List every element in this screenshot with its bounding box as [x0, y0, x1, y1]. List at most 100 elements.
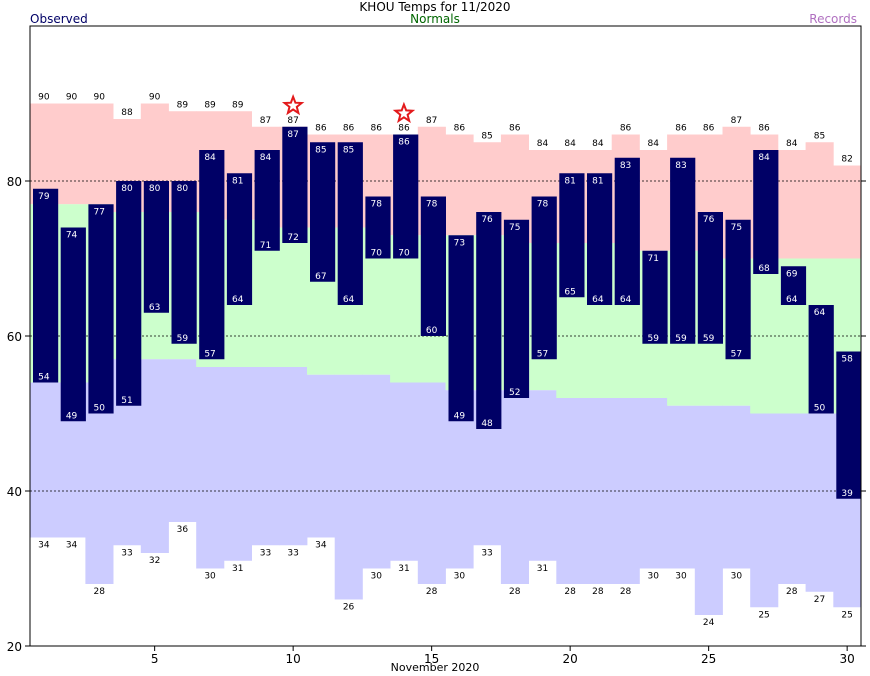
observed-high-label: 58	[841, 355, 853, 365]
observed-high-label: 78	[371, 200, 383, 210]
observed-low-label: 51	[121, 396, 132, 406]
record-low-label: 26	[343, 603, 355, 613]
observed-bar	[503, 219, 530, 398]
record-high-label: 87	[731, 116, 742, 126]
record-high-label: 86	[454, 124, 466, 134]
record-low-label: 30	[675, 572, 687, 582]
record-high-band	[500, 134, 529, 236]
record-low-label: 30	[454, 572, 466, 582]
observed-high-label: 83	[675, 161, 686, 171]
record-high-label: 86	[758, 124, 770, 134]
observed-low-label: 57	[731, 349, 742, 359]
legend-normals: Normals	[410, 12, 460, 26]
record-low-label: 28	[564, 587, 576, 597]
record-low-band	[334, 374, 363, 600]
observed-low-label: 49	[454, 411, 466, 421]
record-high-label: 84	[564, 139, 576, 149]
observed-bar	[448, 235, 474, 422]
observed-high-label: 87	[287, 130, 298, 140]
record-high-label: 85	[481, 131, 492, 141]
observed-low-label: 63	[149, 303, 160, 313]
record-low-label: 25	[758, 610, 769, 620]
observed-bar	[282, 126, 308, 243]
record-high-label: 84	[537, 139, 549, 149]
record-low-band	[750, 413, 779, 608]
observed-low-label: 72	[287, 233, 298, 243]
record-low-label: 28	[592, 587, 604, 597]
observed-low-label: 64	[232, 295, 244, 305]
record-low-label: 28	[426, 587, 438, 597]
record-low-band	[500, 390, 529, 584]
record-low-label: 30	[371, 572, 383, 582]
y-tick-label: 20	[7, 640, 22, 654]
record-high-label: 84	[648, 139, 660, 149]
record-low-label: 36	[177, 525, 189, 535]
record-low-band	[390, 382, 419, 561]
record-low-label: 33	[121, 548, 132, 558]
record-low-label: 32	[149, 556, 160, 566]
observed-bar	[697, 212, 723, 344]
observed-low-label: 65	[564, 287, 575, 297]
record-high-label: 88	[121, 108, 133, 118]
observed-high-label: 80	[121, 184, 133, 194]
y-tick-label: 40	[7, 485, 22, 499]
record-low-label: 28	[94, 587, 106, 597]
observed-high-label: 81	[564, 176, 575, 186]
record-stars	[281, 93, 416, 124]
record-low-label: 33	[287, 548, 298, 558]
observed-low-label: 70	[371, 249, 383, 259]
record-high-label: 86	[343, 124, 355, 134]
x-axis-label: November 2020	[390, 661, 480, 674]
record-low-band	[223, 367, 252, 561]
observed-bar	[365, 196, 391, 259]
record-low-band	[417, 382, 446, 584]
chart-title: KHOU Temps for 11/2020	[359, 0, 511, 14]
observed-high-label: 84	[260, 153, 272, 163]
record-low-band	[694, 405, 723, 615]
record-high-band	[639, 150, 668, 251]
observed-low-label: 48	[481, 419, 493, 429]
observed-high-label: 81	[592, 176, 603, 186]
record-high-band	[777, 150, 806, 259]
x-tick-label: 5	[151, 652, 159, 666]
x-tick-label: 15	[424, 652, 439, 666]
record-low-band	[528, 390, 557, 561]
record-low-label: 28	[620, 587, 632, 597]
observed-high-label: 74	[66, 231, 78, 241]
x-tick-label: 30	[840, 652, 855, 666]
observed-bar	[310, 142, 336, 282]
observed-high-label: 79	[38, 192, 50, 202]
observed-low-label: 64	[786, 295, 798, 305]
observed-high-label: 78	[537, 200, 549, 210]
observed-bar	[143, 181, 169, 313]
record-low-band	[362, 374, 391, 569]
normal-band	[390, 235, 419, 383]
record-high-band	[30, 103, 59, 205]
observed-low-label: 57	[537, 349, 548, 359]
record-low-label: 34	[38, 541, 50, 551]
x-tick-label: 25	[701, 652, 716, 666]
observed-high-label: 71	[648, 254, 659, 264]
observed-low-label: 49	[66, 411, 78, 421]
record-high-label: 89	[204, 100, 216, 110]
record-high-label: 86	[620, 124, 632, 134]
observed-low-label: 59	[648, 334, 660, 344]
y-tick-label: 60	[7, 330, 22, 344]
record-low-label: 30	[731, 572, 743, 582]
observed-high-label: 84	[758, 153, 770, 163]
observed-bar	[808, 305, 834, 414]
observed-low-label: 67	[315, 272, 326, 282]
observed-low-label: 59	[703, 334, 715, 344]
record-low-label: 34	[315, 541, 327, 551]
observed-bar	[642, 250, 668, 344]
observed-high-label: 77	[94, 207, 105, 217]
observed-high-label: 85	[315, 145, 326, 155]
observed-bar	[33, 188, 59, 383]
record-low-label: 33	[260, 548, 271, 558]
observed-low-label: 71	[260, 241, 271, 251]
observed-bar	[531, 196, 557, 360]
observed-low-label: 64	[620, 295, 632, 305]
observed-high-label: 78	[426, 200, 438, 210]
observed-low-label: 52	[509, 388, 520, 398]
observed-high-label: 80	[177, 184, 189, 194]
